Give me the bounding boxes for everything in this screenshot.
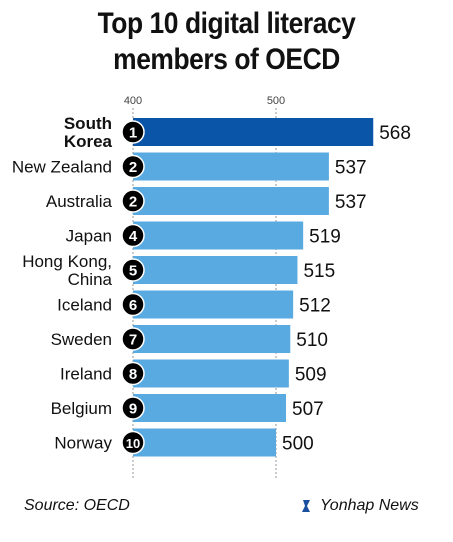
- rank-number: 2: [129, 159, 137, 176]
- bar: [133, 428, 276, 457]
- rank-badge: [121, 154, 145, 179]
- bar-value-label: 515: [303, 261, 335, 282]
- bar-value-label: 568: [379, 123, 411, 144]
- bar: [133, 394, 287, 422]
- category-label: New Zealand: [12, 158, 112, 177]
- bar: [133, 187, 329, 215]
- bar: [133, 256, 298, 284]
- category-label: Iceland: [57, 296, 112, 315]
- yonhap-logo-icon: [302, 500, 310, 512]
- bar-value-label: 512: [299, 296, 331, 317]
- rank-number: 2: [129, 194, 137, 211]
- rank-badge: [121, 120, 145, 144]
- rank-badge: [121, 292, 145, 317]
- category-label: Korea: [64, 132, 113, 151]
- bar-value-label: 519: [309, 227, 341, 248]
- x-tick-label: 400: [124, 95, 142, 107]
- title-line-1: Top 10 digital literacy: [97, 7, 356, 40]
- category-label: Japan: [66, 227, 112, 246]
- brand-credit: Yonhap News: [300, 497, 419, 515]
- bar: [133, 221, 304, 250]
- bar: [133, 152, 329, 181]
- bar-value-label: 537: [335, 192, 367, 213]
- rank-badge: [121, 223, 145, 248]
- category-label: Australia: [46, 192, 113, 211]
- x-tick-label: 500: [267, 95, 285, 107]
- brand-name: Yonhap News: [320, 497, 419, 514]
- bar-value-label: 509: [295, 365, 327, 386]
- category-label: Sweden: [51, 330, 112, 349]
- rank-badge: [121, 258, 145, 282]
- category-label: Hong Kong,: [22, 252, 112, 271]
- rank-badge: [121, 396, 145, 420]
- category-label: China: [68, 270, 113, 289]
- rank-badge: [121, 361, 145, 386]
- title-line-2: members of OECD: [113, 43, 340, 76]
- rank-number: 5: [129, 263, 137, 280]
- rank-badge: [121, 189, 145, 213]
- rank-number: 4: [129, 228, 138, 245]
- bar-value-label: 500: [282, 434, 314, 455]
- bar: [133, 290, 294, 319]
- rank-badge: [121, 430, 145, 455]
- rank-badge: [121, 327, 145, 351]
- bar-value-label: 537: [335, 158, 367, 179]
- bar-value-label: 507: [292, 399, 324, 420]
- rank-number: 8: [129, 366, 137, 383]
- rank-number: 9: [129, 401, 137, 418]
- bar-value-label: 510: [296, 330, 328, 351]
- category-label: Norway: [54, 434, 112, 453]
- bar: [133, 118, 374, 146]
- rank-number: 6: [129, 297, 137, 314]
- category-label: South: [64, 114, 112, 133]
- category-label: Belgium: [51, 399, 112, 418]
- category-label: Ireland: [60, 365, 112, 384]
- chart-title: Top 10 digital literacy members of OECD: [27, 6, 426, 78]
- source-note: Source: OECD: [24, 497, 130, 514]
- rank-number: 10: [126, 436, 140, 451]
- bar: [133, 325, 291, 353]
- bar: [133, 359, 289, 388]
- rank-number: 1: [129, 125, 137, 142]
- rank-number: 7: [129, 332, 137, 349]
